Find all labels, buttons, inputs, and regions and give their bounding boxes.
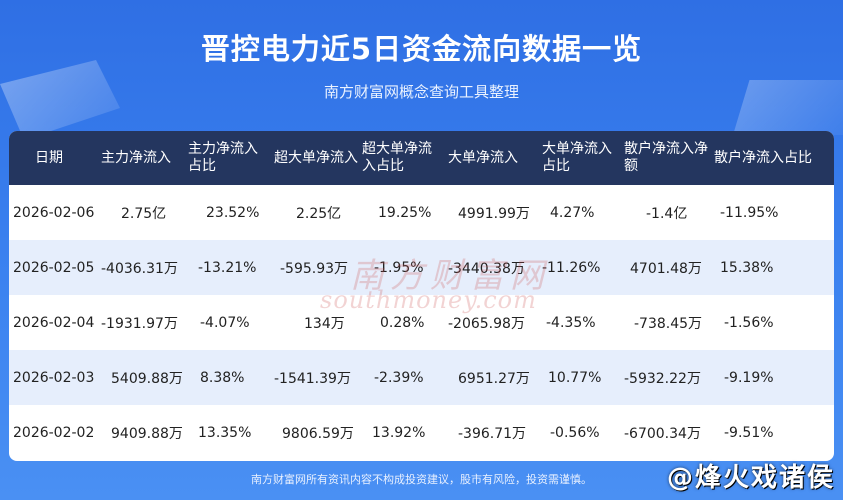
disclaimer-footer: 南方财富网所有资讯内容不构成投资建议，股市有风险，投资需谨慎。 (251, 473, 592, 486)
cell-super-inflow: -595.93万 (280, 260, 349, 277)
cell-date: 2026-02-03 (13, 369, 95, 386)
fund-flow-table: 日期 主力净流入 主力净流入占比 超大单净流入 超大单净流入占比 大单净流入 大… (9, 131, 834, 460)
column-header-large-ratio: 大单净流入占比 (542, 141, 612, 174)
column-header-large-inflow: 大单净流入 (448, 149, 518, 166)
cell-retail-inflow: 4701.48万 (630, 260, 702, 277)
cell-super-inflow: 134万 (304, 315, 345, 332)
cell-super-inflow: -1541.39万 (274, 370, 351, 387)
cell-retail-inflow: -6700.34万 (624, 425, 701, 442)
cell-super-inflow: 9806.59万 (282, 425, 354, 442)
cell-super-ratio: -1.95% (374, 259, 424, 276)
cell-main-inflow: -1931.97万 (101, 315, 178, 332)
cell-main-inflow: -4036.31万 (101, 260, 178, 277)
page-subtitle: 南方财富网概念查询工具整理 (323, 83, 519, 101)
decorative-shape-right (733, 80, 843, 135)
cell-retail-ratio: -9.51% (724, 424, 774, 441)
cell-super-ratio: 13.92% (372, 424, 426, 441)
cell-retail-ratio: 15.38% (720, 259, 774, 276)
cell-main-ratio: 23.52% (206, 204, 260, 221)
cell-main-ratio: -4.07% (200, 314, 250, 331)
cell-large-inflow: -2065.98万 (448, 315, 525, 332)
cell-main-ratio: 13.35% (198, 424, 252, 441)
cell-main-inflow: 2.75亿 (121, 205, 167, 222)
cell-date: 2026-02-06 (13, 204, 95, 221)
cell-large-ratio: 10.77% (548, 369, 602, 386)
cell-large-ratio: -0.56% (550, 424, 600, 441)
cell-super-inflow: 2.25亿 (296, 205, 342, 222)
cell-main-inflow: 9409.88万 (111, 425, 183, 442)
column-header-retail-ratio: 散户净流入占比 (714, 149, 812, 166)
column-header-date: 日期 (35, 149, 63, 166)
cell-large-ratio: -4.35% (546, 314, 596, 331)
cell-main-ratio: -13.21% (198, 259, 257, 276)
column-header-main-inflow: 主力净流入 (101, 149, 171, 166)
cell-large-ratio: 4.27% (550, 204, 595, 221)
cell-retail-inflow: -1.4亿 (646, 205, 688, 222)
column-header-super-ratio: 超大单净流入占比 (362, 141, 432, 174)
cell-retail-inflow: -738.45万 (634, 315, 703, 332)
cell-main-ratio: 8.38% (200, 369, 245, 386)
cell-super-ratio: -2.39% (374, 369, 424, 386)
cell-retail-inflow: -5932.22万 (624, 370, 701, 387)
cell-super-ratio: 0.28% (380, 314, 425, 331)
table-header-row: 日期 主力净流入 主力净流入占比 超大单净流入 超大单净流入占比 大单净流入 大… (9, 131, 834, 185)
author-handle: @烽火戏诸侯 (666, 463, 835, 493)
cell-super-ratio: 19.25% (378, 204, 432, 221)
cell-large-inflow: 4991.99万 (458, 205, 530, 222)
cell-retail-ratio: -11.95% (720, 204, 779, 221)
cell-large-inflow: 6951.27万 (458, 370, 530, 387)
cell-main-inflow: 5409.88万 (111, 370, 183, 387)
column-header-retail-inflow: 散户净流入净额 (624, 141, 708, 174)
cell-date: 2026-02-02 (13, 424, 95, 441)
table-row: 2026-02-02 9409.88万 13.35% 9806.59万 13.9… (9, 405, 834, 460)
cell-date: 2026-02-05 (13, 259, 95, 276)
cell-large-inflow: -3440.38万 (448, 260, 525, 277)
cell-large-inflow: -396.71万 (458, 425, 527, 442)
table-row: 2026-02-03 5409.88万 8.38% -1541.39万 -2.3… (9, 350, 834, 405)
table-row: 2026-02-04 -1931.97万 -4.07% 134万 0.28% -… (9, 295, 834, 350)
cell-large-ratio: -11.26% (542, 259, 601, 276)
cell-retail-ratio: -1.56% (724, 314, 774, 331)
page-title: 晋控电力近5日资金流向数据一览 (200, 32, 643, 66)
cell-retail-ratio: -9.19% (724, 369, 774, 386)
column-header-super-inflow: 超大单净流入 (274, 149, 358, 166)
table-row: 2026-02-05 -4036.31万 -13.21% -595.93万 -1… (9, 240, 834, 295)
fund-flow-table-card: 日期 主力净流入 主力净流入占比 超大单净流入 超大单净流入占比 大单净流入 大… (9, 131, 834, 461)
cell-date: 2026-02-04 (13, 314, 95, 331)
table-row: 2026-02-06 2.75亿 23.52% 2.25亿 19.25% 499… (9, 185, 834, 240)
column-header-main-ratio: 主力净流入占比 (188, 141, 258, 174)
